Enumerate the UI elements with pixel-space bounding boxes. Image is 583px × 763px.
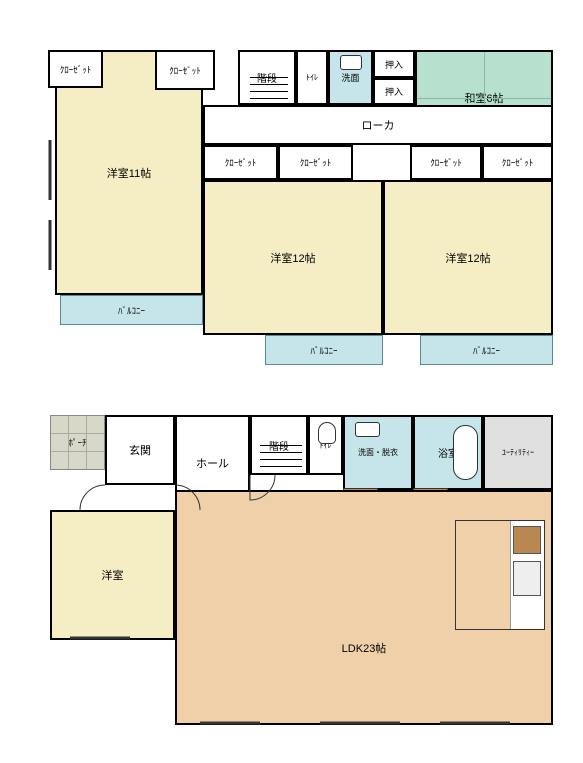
label-genkan: 玄関 — [129, 442, 151, 458]
bathroom: 浴室 — [413, 415, 483, 490]
toilet-lower: ﾄｲﾚ — [308, 415, 343, 475]
closet-mid-4: ｸﾛｰｾﾞｯﾄ — [482, 145, 553, 180]
label-rouka: ローカ — [362, 117, 395, 133]
balcony-3: ﾊﾞﾙｺﾆｰ — [420, 335, 553, 365]
label-hall-lower: ホール — [196, 455, 229, 471]
label-porch: ﾎﾟｰﾁ — [68, 436, 86, 449]
label-toilet-upper: ﾄｲﾚ — [306, 72, 318, 83]
label-balcony-1: ﾊﾞﾙｺﾆｰ — [118, 304, 145, 317]
room-bedroom-12a: 洋室12帖 — [203, 180, 383, 335]
closet-mid-3: ｸﾛｰｾﾞｯﾄ — [410, 145, 482, 180]
porch: ﾎﾟｰﾁ — [50, 415, 105, 470]
oshiire-1: 押入 — [373, 50, 415, 78]
utility: ﾕｰﾃｨﾘﾃｨｰ — [483, 415, 553, 490]
floorplan-container: 洋室11帖 ｸﾛｰｾﾞｯﾄ ｸﾛｰｾﾞｯﾄ 階段 ﾄｲﾚ 洗面 押入 押入 和室… — [0, 0, 583, 763]
closet-top-left: ｸﾛｰｾﾞｯﾄ — [48, 50, 103, 88]
label-bedroom-11: 洋室11帖 — [107, 165, 151, 181]
stairs-upper: 階段 — [238, 50, 296, 105]
label-balcony-3: ﾊﾞﾙｺﾆｰ — [473, 344, 500, 357]
washroom-upper: 洗面 — [328, 50, 373, 105]
label-closet-tl: ｸﾛｰｾﾞｯﾄ — [60, 63, 92, 76]
balcony-1: ﾊﾞﾙｺﾆｰ — [60, 295, 203, 325]
label-closet-m2: ｸﾛｰｾﾞｯﾄ — [300, 156, 332, 169]
room-bedroom-12b: 洋室12帖 — [383, 180, 553, 335]
label-senmen: 洗面・脱衣 — [358, 447, 398, 458]
washroom-dressing: 洗面・脱衣 — [343, 415, 413, 490]
label-oshiire-1: 押入 — [385, 58, 403, 71]
corridor-rouka: ローカ — [203, 105, 553, 145]
label-closet-t2: ｸﾛｰｾﾞｯﾄ — [169, 64, 201, 77]
label-bedroom-12a: 洋室12帖 — [270, 250, 315, 266]
label-western-lower: 洋室 — [102, 567, 124, 583]
label-closet-m4: ｸﾛｰｾﾞｯﾄ — [502, 156, 534, 169]
oshiire-2: 押入 — [373, 78, 415, 105]
closet-mid-2: ｸﾛｰｾﾞｯﾄ — [278, 145, 353, 180]
genkan: 玄関 — [105, 415, 175, 485]
label-washroom-upper: 洗面 — [341, 71, 359, 84]
label-closet-m1: ｸﾛｰｾﾞｯﾄ — [225, 156, 257, 169]
label-utility: ﾕｰﾃｨﾘﾃｨｰ — [502, 447, 534, 458]
stairs-lower: 階段 — [250, 415, 308, 475]
room-western-lower: 洋室 — [50, 510, 175, 640]
label-balcony-2: ﾊﾞﾙｺﾆｰ — [310, 344, 337, 357]
label-closet-m3: ｸﾛｰｾﾞｯﾄ — [430, 156, 462, 169]
balcony-2: ﾊﾞﾙｺﾆｰ — [265, 335, 383, 365]
toilet-upper: ﾄｲﾚ — [296, 50, 328, 105]
label-bedroom-12b: 洋室12帖 — [445, 250, 490, 266]
closet-top-2: ｸﾛｰｾﾞｯﾄ — [155, 50, 215, 90]
kitchen-counter — [455, 520, 545, 630]
label-oshiire-2: 押入 — [385, 85, 403, 98]
closet-mid-1: ｸﾛｰｾﾞｯﾄ — [203, 145, 278, 180]
label-ldk: LDK23帖 — [342, 640, 387, 656]
